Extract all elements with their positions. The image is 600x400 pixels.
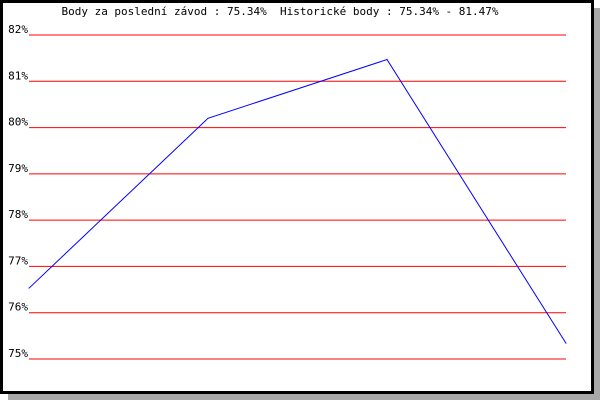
y-tick-label: 77%: [8, 254, 28, 267]
y-tick-label: 81%: [8, 69, 28, 82]
y-tick-label: 76%: [8, 301, 28, 314]
y-tick-label: 80%: [8, 116, 28, 129]
chart-title: Body za poslední závod : 75.34% Historic…: [61, 5, 499, 18]
series-line: [28, 58, 567, 344]
chart-frame: [0, 0, 594, 394]
y-tick-label: 82%: [8, 23, 28, 36]
data-point: [28, 287, 30, 289]
y-tick-label: 79%: [8, 162, 28, 175]
data-point: [207, 117, 209, 119]
data-point: [565, 342, 567, 344]
y-tick-label: 78%: [8, 208, 28, 221]
data-point: [386, 59, 388, 61]
y-tick-label: 75%: [8, 347, 28, 360]
